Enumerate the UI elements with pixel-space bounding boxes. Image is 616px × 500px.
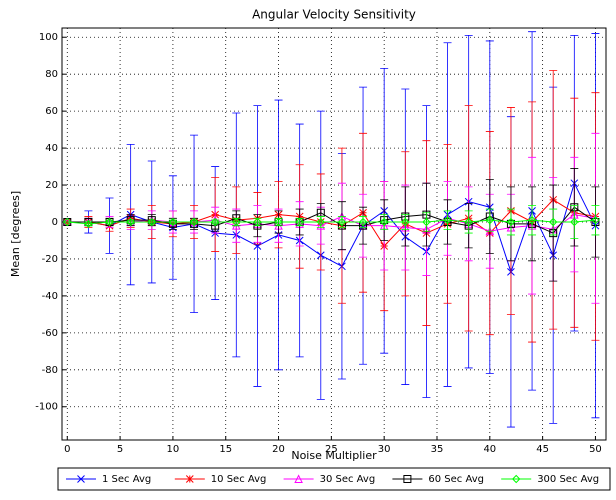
y-tick-label: 100 <box>39 32 58 43</box>
x-tick-label: 20 <box>272 444 285 455</box>
marker <box>274 217 283 227</box>
marker <box>232 217 241 227</box>
error-bar <box>485 208 494 232</box>
legend-label: 300 Sec Avg <box>537 474 599 485</box>
marker <box>168 217 178 227</box>
marker <box>189 217 199 227</box>
marker <box>485 215 495 225</box>
marker <box>295 217 304 227</box>
error-bar <box>591 204 600 236</box>
x-tick-label: 45 <box>536 444 549 455</box>
y-tick-label: 40 <box>45 143 58 154</box>
x-tick-label: 15 <box>219 444 232 455</box>
error-bar <box>380 214 389 230</box>
error-bar <box>528 204 537 236</box>
legend-label: 1 Sec Avg <box>102 474 151 485</box>
error-bar <box>84 221 93 227</box>
marker <box>253 242 262 250</box>
x-tick-label: 50 <box>589 444 602 455</box>
legend-label: 10 Sec Avg <box>211 474 267 485</box>
error-bar <box>422 212 431 232</box>
marker <box>549 229 558 238</box>
marker <box>63 217 72 227</box>
marker <box>294 474 303 483</box>
y-tick-label: -60 <box>42 328 58 339</box>
marker <box>464 217 473 227</box>
error-bar <box>147 219 156 225</box>
x-tick-label: 30 <box>378 444 391 455</box>
y-tick-label: -40 <box>42 291 58 302</box>
legend-label: 30 Sec Avg <box>320 474 376 485</box>
y-tick-label: 80 <box>45 69 58 80</box>
marker <box>548 217 558 227</box>
error-bar <box>401 214 410 230</box>
error-bar <box>190 219 199 225</box>
marker <box>570 203 579 212</box>
marker <box>147 217 156 227</box>
marker <box>253 217 262 227</box>
marker <box>105 217 114 227</box>
plot-frame <box>61 27 607 441</box>
error-bar <box>549 208 558 236</box>
marker <box>185 475 194 483</box>
marker <box>422 210 431 219</box>
marker <box>443 215 452 225</box>
marker <box>570 217 579 227</box>
error-bar <box>464 210 473 234</box>
x-tick-label: 35 <box>431 444 444 455</box>
marker <box>126 217 135 227</box>
marker <box>210 217 220 227</box>
error-bar <box>506 208 515 236</box>
error-bar <box>443 210 452 230</box>
marker <box>527 215 537 225</box>
error-bar <box>168 219 177 225</box>
y-axis-label: Mean [degrees] <box>9 191 22 277</box>
marker <box>506 217 516 227</box>
x-tick-label: 10 <box>167 444 180 455</box>
marker <box>77 475 85 483</box>
marker <box>511 474 521 484</box>
marker <box>403 475 412 483</box>
x-tick-label: 0 <box>64 444 70 455</box>
marker <box>316 221 326 230</box>
legend-label: 60 Sec Avg <box>428 474 484 485</box>
y-tick-label: 20 <box>45 180 58 191</box>
marker <box>316 217 326 227</box>
error-bar <box>126 219 135 225</box>
y-tick-label: -80 <box>42 365 58 376</box>
x-axis-label: Noise Multiplier <box>291 449 377 462</box>
x-tick-label: 40 <box>483 444 496 455</box>
marker <box>401 217 410 227</box>
marker <box>591 215 600 225</box>
marker <box>379 217 389 227</box>
legend-box <box>57 467 611 491</box>
marker <box>63 217 72 226</box>
marker <box>337 217 347 227</box>
error-bar <box>211 219 220 225</box>
marker <box>84 219 93 229</box>
y-tick-label: -100 <box>35 402 58 413</box>
x-tick-label: 5 <box>117 444 123 455</box>
y-tick-label: 60 <box>45 106 58 117</box>
error-bar <box>570 204 579 240</box>
error-bar <box>105 219 114 225</box>
marker <box>401 212 410 221</box>
marker <box>358 217 368 227</box>
y-tick-label: 0 <box>52 217 58 228</box>
y-tick-label: -20 <box>42 254 58 265</box>
marker <box>105 217 114 226</box>
x-tick-label: 25 <box>325 444 338 455</box>
chart-title: Angular Velocity Sensitivity <box>252 8 416 22</box>
marker <box>422 217 431 227</box>
